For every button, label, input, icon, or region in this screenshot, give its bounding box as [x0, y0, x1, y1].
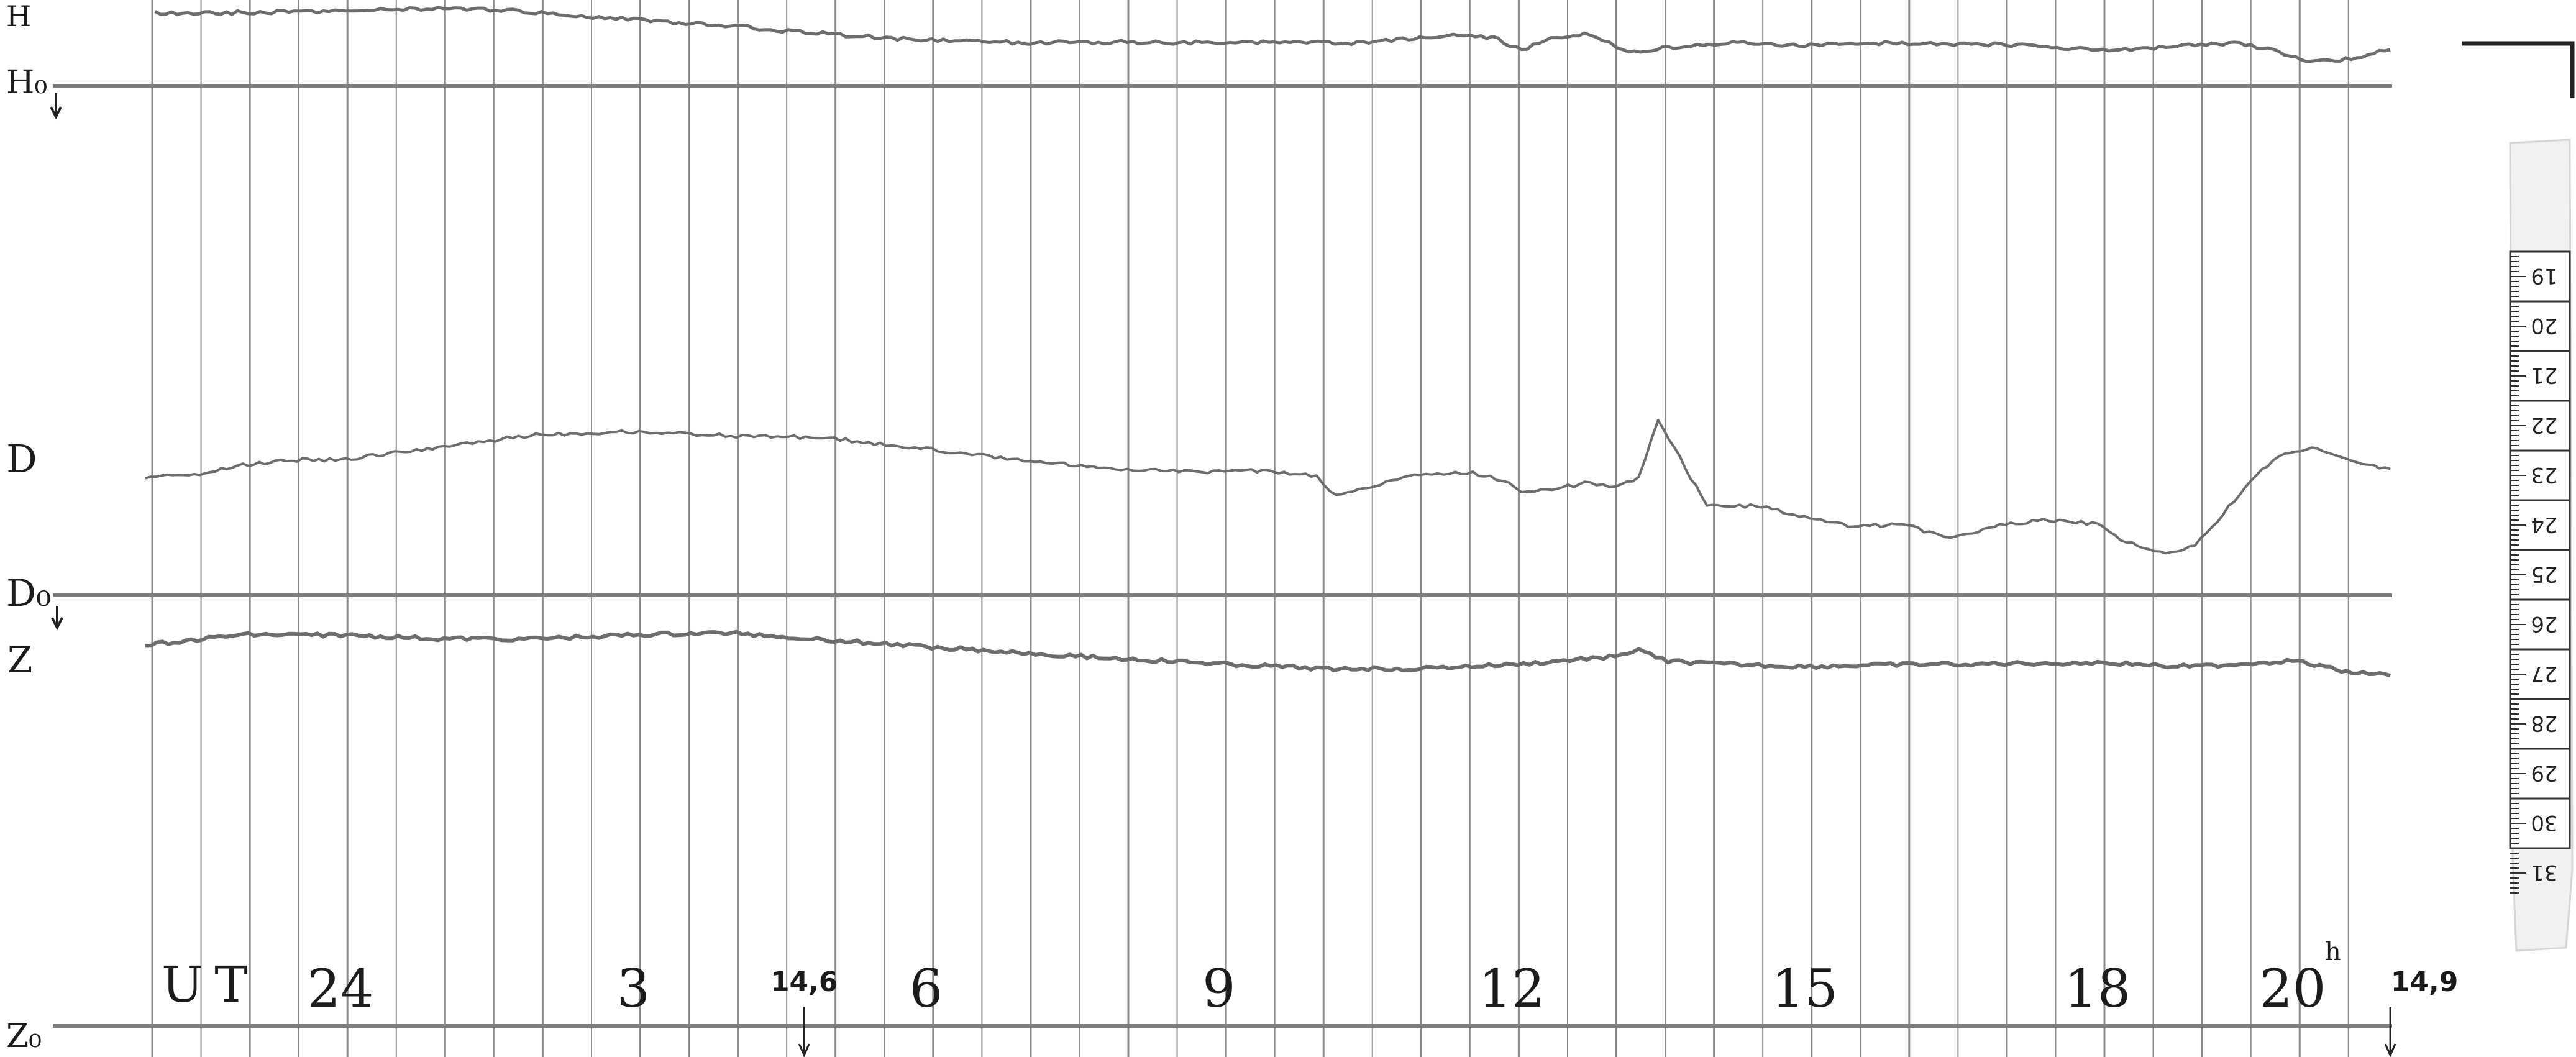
scale-tick-label: 26: [2531, 611, 2557, 636]
scale-tick-label: 29: [2531, 761, 2557, 785]
baseline-label-h0: H₀: [6, 64, 47, 101]
series-label-h: H: [6, 0, 31, 33]
series-label-d: D: [6, 436, 37, 482]
hour-tick-label: 6: [910, 958, 943, 1019]
scale-tick-label: 25: [2531, 562, 2557, 587]
hour-tick-labels: 24 3 6 9 12 15 18 20: [308, 958, 2326, 1019]
calibration-scale-strip: 19 20 21 22 23 24 25 26 27 28 29 30 31: [2509, 139, 2574, 952]
scale-tick-label: 20: [2531, 313, 2557, 338]
hour-tick-label: 9: [1202, 958, 1235, 1019]
scale-tick-label: 23: [2531, 462, 2557, 487]
hour-grid: [151, 0, 2349, 1057]
time-mark-arrow-icon: [2384, 1043, 2396, 1057]
baseline-d0-arrow-icon: [51, 606, 63, 631]
scale-tick-label: 28: [2531, 711, 2557, 736]
hour-tick-label: 20: [2260, 958, 2326, 1019]
hour-tick-label: 15: [1771, 958, 1838, 1019]
scale-tick-label: 30: [2531, 810, 2557, 835]
time-marks: 14,6 14,9: [770, 966, 2459, 1057]
scale-tick-label: 31: [2531, 860, 2557, 885]
series-z-trace: [145, 629, 2391, 678]
hour-tick-label: 24: [308, 958, 374, 1019]
baseline-label-d0: D₀: [6, 572, 51, 615]
time-mark-arrow-icon: [798, 1043, 810, 1057]
hour-tick-label: 12: [1479, 958, 1545, 1019]
series-d-trace: [145, 419, 2391, 555]
scale-tick-label: 22: [2531, 413, 2557, 437]
series-label-z: Z: [7, 639, 32, 681]
corner-bracket: [2462, 41, 2575, 98]
scale-tick-label: 19: [2531, 263, 2557, 288]
x-axis-label: UT: [162, 956, 259, 1014]
time-mark-label: 14,6: [770, 966, 838, 998]
baseline-label-z0: Z₀: [6, 1018, 42, 1055]
hour-tick-label: 18: [2064, 958, 2131, 1019]
hour-tick-label: 3: [617, 958, 650, 1019]
scale-tick-label: 24: [2531, 512, 2557, 537]
series-h-trace: [154, 6, 2391, 63]
hour-unit-superscript: h: [2325, 938, 2341, 966]
time-mark-label: 14,9: [2391, 966, 2459, 998]
baseline-h0-arrow-icon: [50, 93, 62, 120]
scale-tick-label: 27: [2531, 661, 2557, 686]
scale-tick-label: 21: [2531, 363, 2557, 388]
